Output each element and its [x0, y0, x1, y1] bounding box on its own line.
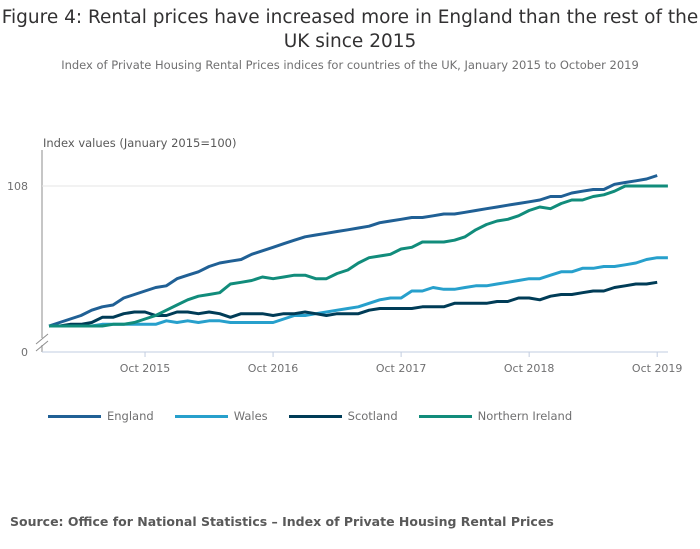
legend-swatch — [48, 414, 101, 418]
legend: England Wales Scotland Northern Ireland — [48, 409, 593, 423]
series-line-england[interactable] — [48, 174, 658, 328]
source-note: Source: Office for National Statistics –… — [10, 514, 554, 529]
legend-label: Northern Ireland — [477, 409, 573, 423]
legend-item-england[interactable]: England — [48, 409, 154, 423]
series-line-scotland[interactable] — [49, 280, 658, 328]
chart-title: Figure 4: Rental prices have increased m… — [1, 7, 699, 52]
legend-item-northern-ireland[interactable]: Northern Ireland — [418, 409, 573, 423]
legend-label: England — [107, 409, 154, 423]
legend-item-wales[interactable]: Wales — [174, 409, 268, 423]
legend-swatch — [418, 414, 472, 418]
x-tick-label: Oct 2017 — [376, 362, 427, 375]
x-tick-label: Oct 2019 — [632, 362, 683, 375]
series-line-wales[interactable] — [49, 256, 668, 328]
x-tick-label: Oct 2015 — [120, 362, 171, 375]
x-tick-label: Oct 2016 — [248, 362, 299, 375]
x-tick-label: Oct 2018 — [504, 362, 555, 375]
series-line-northern-ireland[interactable] — [49, 184, 668, 328]
axis-break-mark-2 — [35, 340, 49, 352]
legend-item-scotland[interactable]: Scotland — [288, 409, 398, 423]
legend-label: Scotland — [347, 409, 398, 423]
legend-label: Wales — [233, 409, 268, 423]
y-tick-label-0: 0 — [21, 346, 28, 359]
chart-area: 108 0 Oct 2015 Oct 2016 Oct 2017 Oct 2018 Oc… — [7, 150, 683, 375]
chart-subtitle: Index of Private Housing Rental Prices i… — [61, 58, 639, 72]
legend-swatch — [174, 414, 228, 418]
legend-swatch — [288, 414, 342, 418]
y-tick-label-108: 108 — [7, 180, 28, 193]
y-axis-label: Index values (January 2015=100) — [43, 136, 237, 150]
axis-break-mark-1 — [35, 333, 49, 345]
